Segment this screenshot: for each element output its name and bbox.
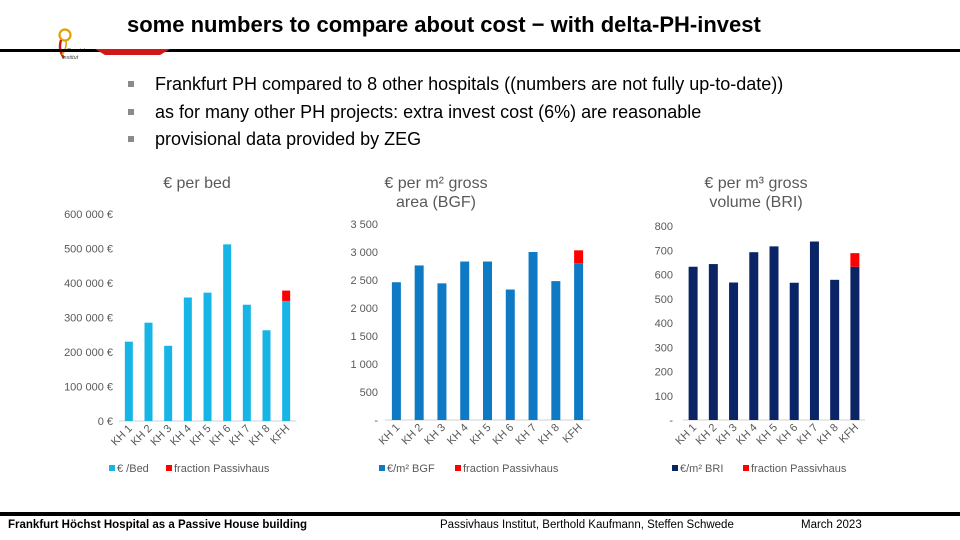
bar — [282, 300, 291, 421]
y-tick-label: 400 — [655, 318, 673, 330]
legend-label: fraction Passivhaus — [751, 463, 847, 475]
bar — [282, 290, 291, 301]
bar — [769, 246, 779, 420]
bar — [262, 330, 271, 421]
y-tick-label: 700 — [655, 245, 673, 257]
bar — [242, 304, 251, 421]
legend-swatch — [455, 465, 461, 471]
y-tick-label: 1 000 — [350, 359, 378, 371]
bar — [574, 250, 584, 264]
footer-rule — [0, 512, 960, 516]
bar — [551, 281, 561, 420]
y-tick-label: - — [374, 415, 378, 427]
bar — [203, 292, 212, 421]
bar — [483, 261, 492, 420]
svg-text:Institut: Institut — [62, 55, 79, 61]
x-tick-label: KH 2 — [694, 422, 720, 448]
chart-title-line: volume (BRI) — [709, 194, 802, 211]
y-tick-label: 3 000 — [350, 247, 378, 259]
y-tick-label: 200 000 € — [64, 347, 113, 359]
bar — [809, 241, 819, 420]
bar — [460, 261, 470, 420]
y-tick-label: 800 — [655, 221, 673, 233]
legend-swatch — [379, 465, 385, 471]
bar — [789, 282, 799, 420]
bar — [830, 279, 840, 420]
y-tick-label: 300 — [655, 342, 673, 354]
y-tick-label: 200 — [655, 367, 673, 379]
x-tick-label: KH 8 — [815, 422, 841, 448]
bar — [528, 252, 538, 420]
legend-label: fraction Passivhaus — [174, 463, 270, 475]
x-tick-label: KH 3 — [714, 422, 740, 448]
legend-swatch — [743, 465, 749, 471]
bar — [414, 265, 424, 420]
header-rule — [0, 49, 960, 55]
chart-title-line: € per m³ gross — [704, 175, 807, 192]
chart-title: € per m³ gross volume (BRI) — [704, 175, 807, 211]
x-tick-label: KH 5 — [754, 422, 780, 448]
footer-left: Frankfurt Höchst Hospital as a Passive H… — [8, 519, 308, 531]
chart-title: € per bed — [163, 175, 231, 192]
bullet-item: provisional data provided by ZEG — [128, 126, 783, 154]
bullet-item: Frankfurt PH compared to 8 other hospita… — [128, 71, 783, 99]
legend-swatch — [166, 465, 172, 471]
bar — [391, 282, 401, 420]
y-tick-label: 500 — [360, 387, 378, 399]
bullet-item: as for many other PH projects: extra inv… — [128, 99, 783, 127]
y-tick-label: - — [669, 415, 673, 427]
y-tick-label: 100 — [655, 391, 673, 403]
y-tick-label: 2 500 — [350, 275, 378, 287]
x-tick-label: KH 1 — [673, 422, 699, 448]
footer-middle: Passivhaus Institut, Berthold Kaufmann, … — [440, 519, 734, 531]
legend-label: €/m² BGF — [387, 463, 435, 475]
x-tick-label: KH 7 — [795, 422, 821, 448]
bar — [574, 263, 584, 420]
y-tick-label: 500 000 € — [64, 244, 113, 256]
bar — [708, 264, 718, 420]
legend-swatch — [672, 465, 678, 471]
bar — [437, 283, 447, 420]
legend-label: fraction Passivhaus — [463, 463, 559, 475]
y-tick-label: 600 — [655, 270, 673, 282]
y-tick-label: 3 500 — [350, 219, 378, 231]
bar — [729, 282, 739, 420]
bar — [688, 266, 698, 420]
y-tick-label: 400 000 € — [64, 278, 113, 290]
footer-date: March 2023 — [801, 519, 862, 531]
y-tick-label: 0 € — [98, 416, 113, 428]
chart-title: € per m² gross area (BGF) — [384, 175, 487, 211]
y-tick-label: 300 000 € — [64, 313, 113, 325]
bar — [164, 345, 173, 421]
x-tick-label: KH 4 — [734, 422, 760, 448]
bar — [124, 341, 133, 421]
y-tick-label: 100 000 € — [64, 382, 113, 394]
y-tick-label: 2 000 — [350, 303, 378, 315]
bullet-list: Frankfurt PH compared to 8 other hospita… — [128, 71, 783, 154]
bar — [223, 244, 232, 421]
chart-title-line: area (BGF) — [396, 194, 476, 211]
bar — [749, 252, 759, 420]
bar — [850, 253, 860, 267]
legend-label: € /Bed — [117, 463, 149, 475]
bar — [183, 297, 192, 421]
chart-title-line: € per m² gross — [384, 175, 487, 192]
bar — [850, 266, 860, 420]
chart-title-line: € per bed — [163, 175, 231, 192]
bar — [505, 289, 515, 420]
y-tick-label: 500 — [655, 294, 673, 306]
bar — [144, 322, 153, 421]
y-tick-label: 600 000 € — [64, 209, 113, 221]
x-tick-label: KFH — [837, 422, 861, 446]
y-tick-label: 1 500 — [350, 331, 378, 343]
slide-title: some numbers to compare about cost − wit… — [127, 12, 761, 37]
x-tick-label: KH 6 — [775, 422, 801, 448]
legend-label: €/m² BRI — [680, 463, 723, 475]
legend-swatch — [109, 465, 115, 471]
